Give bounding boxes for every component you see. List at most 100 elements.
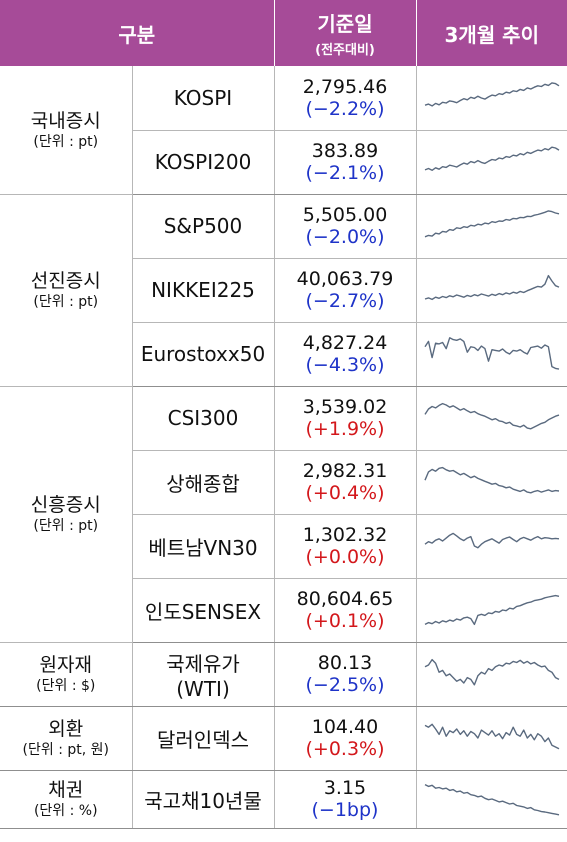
sparkline-chart <box>424 532 559 549</box>
category-unit: (단위 : %) <box>33 803 98 819</box>
index-name: 상해종합 <box>132 450 275 515</box>
weekly-change: (−2.7%) <box>305 290 385 312</box>
index-value: 2,795.46 <box>302 75 388 98</box>
table-row: 채권 (단위 : %) 국고채10년물 3.15 (−1bp) <box>0 770 567 829</box>
table-row: 인도SENSEX 80,604.65 (+0.1%) <box>0 578 567 643</box>
trend-cell <box>416 386 567 451</box>
category-unit: (단위 : pt) <box>33 133 99 150</box>
table-row: 국내증시 (단위 : pt) KOSPI 2,795.46 (−2.2%) <box>0 66 567 195</box>
weekly-change: (+0.3%) <box>305 738 385 760</box>
weekly-change: (−2.1%) <box>305 162 385 184</box>
sparkline-chart <box>424 146 560 171</box>
value-cell: 80.13 (−2.5%) <box>274 642 417 707</box>
sparkline-chart <box>424 402 559 430</box>
category-cell: 외환 (단위 : pt, 원) <box>0 706 133 771</box>
sparkline-line <box>424 337 559 370</box>
trend-cell <box>416 258 567 323</box>
value-cell: 104.40 (+0.3%) <box>274 706 417 771</box>
category-cell: 원자재 (단위 : $) <box>0 642 133 707</box>
index-value: 80.13 <box>317 652 373 674</box>
sparkline-line <box>424 723 560 750</box>
sparkline-chart <box>424 274 560 301</box>
value-cell: 80,604.65 (+0.1%) <box>274 578 417 643</box>
value-cell: 2,795.46 (−2.2%) <box>274 66 417 131</box>
value-cell: 3.15 (−1bp) <box>274 770 417 829</box>
sparkline-line <box>424 466 559 494</box>
value-cell: 40,063.79 (−2.7%) <box>274 258 417 323</box>
trend-cell <box>416 322 567 387</box>
sparkline-line <box>424 594 559 626</box>
category-title: 신흥증시 <box>30 494 101 516</box>
trend-cell <box>416 642 567 707</box>
weekly-change: (−2.0%) <box>305 226 385 248</box>
index-value: 40,063.79 <box>296 268 394 290</box>
value-cell: 1,302.32 (+0.0%) <box>274 514 417 579</box>
sparkline-line <box>424 783 559 816</box>
index-name: CSI300 <box>132 386 275 451</box>
weekly-change: (+1.9%) <box>305 418 385 440</box>
index-name: 달러인덱스 <box>132 706 275 771</box>
value-cell: 383.89 (−2.1%) <box>274 130 417 195</box>
sparkline-line <box>424 81 560 107</box>
table-row: KOSPI200 383.89 (−2.1%) <box>0 130 567 195</box>
sparkline-chart <box>424 783 559 816</box>
table-row: 원자재 (단위 : $) 국제유가 (WTI) 80.13 (−2.5%) <box>0 642 567 707</box>
category-cell: 신흥증시 (단위 : pt) <box>0 386 133 643</box>
category-title: 채권 <box>48 779 84 801</box>
weekly-change: (+0.1%) <box>305 610 385 632</box>
index-name: 국제유가 (WTI) <box>132 642 275 707</box>
index-value: 3,539.02 <box>302 396 388 418</box>
sparkline-chart <box>424 81 560 107</box>
sparkline-line <box>424 274 560 301</box>
index-name: KOSPI <box>132 66 275 131</box>
sparkline-chart <box>424 210 559 238</box>
category-cell: 채권 (단위 : %) <box>0 770 133 829</box>
sparkline-chart <box>424 594 559 626</box>
table-row: 외환 (단위 : pt, 원) 달러인덱스 104.40 (+0.3%) <box>0 706 567 771</box>
sparkline-line <box>424 146 560 171</box>
table-row: 선진증시 (단위 : pt) S&P500 5,505.00 (−2.0%) <box>0 194 567 387</box>
weekly-change: (−1bp) <box>311 799 379 821</box>
sparkline-line <box>424 402 559 430</box>
header-row: 구분 기준일 (전주대비) 3개월 추이 <box>0 0 567 66</box>
value-cell: 5,505.00 (−2.0%) <box>274 194 417 259</box>
trend-cell <box>416 194 567 259</box>
category-title: 원자재 <box>39 654 92 676</box>
index-value: 1,302.32 <box>302 524 388 546</box>
header-category: 구분 <box>0 0 275 66</box>
index-name: KOSPI200 <box>132 130 275 195</box>
sparkline-chart <box>424 723 560 750</box>
table-row: 신흥증시 (단위 : pt) CSI300 3,539.02 (+1.9%) <box>0 386 567 643</box>
value-cell: 3,539.02 (+1.9%) <box>274 386 417 451</box>
index-value: 5,505.00 <box>302 204 388 226</box>
category-title: 선진증시 <box>30 270 101 292</box>
category-unit: (단위 : pt) <box>33 518 99 534</box>
trend-cell <box>416 450 567 515</box>
category-title: 국내증시 <box>30 109 101 132</box>
index-value: 4,827.24 <box>302 332 388 354</box>
index-name: 인도SENSEX <box>132 578 275 643</box>
sparkline-chart <box>424 466 559 494</box>
value-cell: 2,982.31 (+0.4%) <box>274 450 417 515</box>
category-cell: 선진증시 (단위 : pt) <box>0 194 133 387</box>
value-cell: 4,827.24 (−4.3%) <box>274 322 417 387</box>
header-trend: 3개월 추이 <box>416 0 567 66</box>
weekly-change: (+0.0%) <box>305 546 385 568</box>
category-cell: 국내증시 (단위 : pt) <box>0 66 133 195</box>
trend-cell <box>416 66 567 131</box>
table-row: Eurostoxx50 4,827.24 (−4.3%) <box>0 322 567 387</box>
table-row: 상해종합 2,982.31 (+0.4%) <box>0 450 567 515</box>
sparkline-line <box>424 210 559 238</box>
trend-cell <box>416 578 567 643</box>
index-name: 국고채10년물 <box>132 770 275 829</box>
category-unit: (단위 : pt, 원) <box>22 742 109 758</box>
table-row: 베트남VN30 1,302.32 (+0.0%) <box>0 514 567 579</box>
trend-cell <box>416 706 567 771</box>
table-body: 국내증시 (단위 : pt) KOSPI 2,795.46 (−2.2%) KOSPI20… <box>0 66 567 829</box>
index-name: NIKKEI225 <box>132 258 275 323</box>
index-name: 베트남VN30 <box>132 514 275 579</box>
index-value: 3.15 <box>323 777 367 799</box>
weekly-change: (+0.4%) <box>305 482 385 504</box>
sparkline-chart <box>424 658 560 686</box>
